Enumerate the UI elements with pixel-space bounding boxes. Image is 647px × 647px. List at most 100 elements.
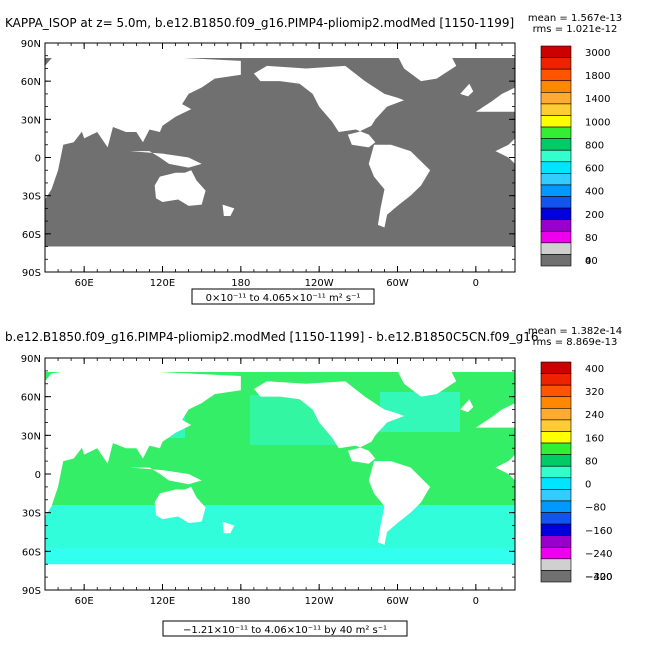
colorbar-swatch bbox=[540, 115, 572, 128]
top-range-box bbox=[191, 288, 375, 305]
lat-label: 90S bbox=[22, 268, 41, 279]
colorbar-swatch bbox=[540, 254, 572, 267]
top-range-label: 0×10⁻¹¹ to 4.065×10⁻¹¹ m² s⁻¹ bbox=[206, 293, 361, 304]
colorbar-swatch bbox=[540, 408, 572, 421]
bottom-lat-axis: 90N 60N 30N 0 30S 60S 90S bbox=[21, 354, 515, 597]
colorbar-swatch bbox=[540, 184, 572, 197]
colorbar-label: −400 bbox=[585, 572, 612, 583]
lat-label: 30N bbox=[21, 115, 41, 126]
lat-label: 30N bbox=[21, 431, 41, 442]
lat-label: 60N bbox=[21, 77, 41, 88]
lon-label: 60E bbox=[75, 278, 94, 289]
lon-label: 120W bbox=[305, 596, 334, 607]
lon-label: 120E bbox=[150, 278, 175, 289]
colorbar-label: 400 bbox=[585, 364, 604, 375]
lat-label: 0 bbox=[35, 470, 41, 481]
lon-label: 0 bbox=[473, 596, 479, 607]
colorbar-label: 160 bbox=[585, 433, 604, 444]
colorbar-swatch bbox=[540, 103, 572, 116]
lon-label: 60E bbox=[75, 596, 94, 607]
colorbar-swatch bbox=[540, 45, 572, 58]
colorbar-label: 80 bbox=[585, 456, 598, 467]
colorbar-swatch bbox=[540, 558, 572, 571]
colorbar-label: −80 bbox=[585, 503, 606, 514]
colorbar-swatch bbox=[540, 126, 572, 139]
colorbar-label: 600 bbox=[585, 164, 604, 175]
colorbar-swatch bbox=[540, 419, 572, 432]
colorbar-swatch bbox=[540, 207, 572, 220]
lon-label: 180 bbox=[231, 596, 250, 607]
bottom-range-box bbox=[162, 620, 408, 637]
colorbar-swatch bbox=[540, 138, 572, 151]
colorbar-swatch bbox=[540, 477, 572, 490]
lat-label: 90S bbox=[22, 586, 41, 597]
colorbar-label: −240 bbox=[585, 549, 612, 560]
bottom-stats-rms: rms = 8.869e-13 bbox=[533, 337, 618, 348]
colorbar-swatch bbox=[540, 570, 572, 583]
colorbar-swatch bbox=[540, 196, 572, 209]
colorbar-swatch bbox=[540, 219, 572, 232]
bottom-title: b.e12.B1850.f09_g16.PIMP4-pliomip2.modMe… bbox=[5, 330, 539, 344]
colorbar-label: 800 bbox=[585, 140, 604, 151]
top-panel: KAPPA_ISOP at z= 5.0m, b.e12.B1850.f09_g… bbox=[5, 13, 622, 305]
colorbar-swatch bbox=[540, 230, 572, 244]
colorbar-swatch bbox=[540, 242, 572, 255]
lat-label: 60S bbox=[22, 230, 41, 241]
colorbar-swatch bbox=[540, 361, 572, 374]
colorbar-swatch bbox=[540, 454, 572, 467]
lon-label: 60W bbox=[386, 596, 409, 607]
colorbar-label: 1800 bbox=[585, 71, 610, 82]
lat-label: 90N bbox=[21, 39, 41, 50]
colorbar-swatch bbox=[540, 442, 572, 455]
colorbar-swatch bbox=[540, 523, 572, 536]
bottom-colorbar: 400 320 240 160 80 0 −80 −160 −240 −320−400 bbox=[540, 361, 612, 583]
lat-label: 60N bbox=[21, 393, 41, 404]
lat-label: 90N bbox=[21, 354, 41, 365]
lat-label: 30S bbox=[22, 192, 41, 203]
colorbar-swatch bbox=[540, 396, 572, 409]
colorbar-label: 1400 bbox=[585, 94, 610, 105]
colorbar-label: 80 bbox=[585, 233, 598, 244]
lon-label: 0 bbox=[473, 278, 479, 289]
bottom-range-label: −1.21×10⁻¹¹ to 4.06×10⁻¹¹ by 40 m² s⁻¹ bbox=[183, 625, 387, 636]
top-title: KAPPA_ISOP at z= 5.0m, b.e12.B1850.f09_g… bbox=[5, 16, 514, 30]
colorbar-swatch bbox=[540, 546, 572, 560]
colorbar-label: −160 bbox=[585, 526, 612, 537]
lon-label: 180 bbox=[231, 278, 250, 289]
colorbar-label: 240 bbox=[585, 410, 604, 421]
lat-label: 30S bbox=[22, 509, 41, 520]
bottom-panel: b.e12.B1850.f09_g16.PIMP4-pliomip2.modMe… bbox=[5, 326, 622, 637]
colorbar-swatch bbox=[540, 512, 572, 525]
lon-label: 120W bbox=[305, 278, 334, 289]
top-lon-axis: 60E 120E 180 120W 60W 0 bbox=[44, 43, 516, 289]
lon-label: 60W bbox=[386, 278, 409, 289]
colorbar-swatch bbox=[540, 92, 572, 105]
colorbar-label: 0 bbox=[585, 256, 591, 267]
lat-label: 0 bbox=[35, 154, 41, 165]
colorbar-swatch bbox=[540, 465, 572, 479]
colorbar-label: −320 bbox=[585, 572, 612, 583]
colorbar-label: 400 bbox=[585, 187, 604, 198]
colorbar-swatch bbox=[540, 80, 572, 93]
top-lat-axis: 90N 60N 30N 0 30S 60S 90S bbox=[21, 39, 515, 279]
colorbar-swatch bbox=[540, 384, 572, 398]
colorbar-swatch bbox=[540, 57, 572, 70]
colorbar-swatch bbox=[540, 489, 572, 502]
colorbar-label: 3000 bbox=[585, 48, 610, 59]
top-colorbar: 3000 1800 1400 1000 800 600 400 200 80 400 bbox=[540, 45, 610, 267]
colorbar-label: 0 bbox=[585, 480, 591, 491]
colorbar-swatch bbox=[540, 161, 572, 174]
colorbar-swatch bbox=[540, 68, 572, 82]
top-stats-mean: mean = 1.567e-13 bbox=[528, 13, 622, 24]
top-stats-rms: rms = 1.021e-12 bbox=[533, 24, 618, 35]
colorbar-swatch bbox=[540, 373, 572, 386]
lon-label: 120E bbox=[150, 596, 175, 607]
lat-label: 60S bbox=[22, 547, 41, 558]
colorbar-label: 1000 bbox=[585, 117, 610, 128]
colorbar-swatch bbox=[540, 173, 572, 186]
colorbar-label: 200 bbox=[585, 210, 604, 221]
colorbar-swatch bbox=[540, 431, 572, 444]
colorbar-label: 40 bbox=[585, 256, 598, 267]
bottom-stats-mean: mean = 1.382e-14 bbox=[528, 326, 622, 337]
